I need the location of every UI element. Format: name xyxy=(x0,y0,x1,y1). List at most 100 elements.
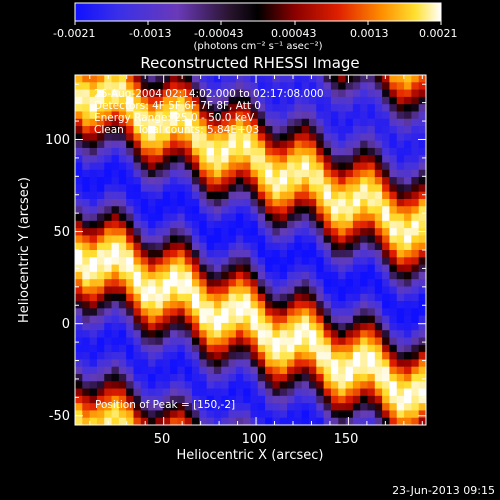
heatmap-cell xyxy=(338,417,347,425)
heatmap-cell xyxy=(235,279,244,288)
heatmap-cell xyxy=(265,308,274,317)
heatmap-cell xyxy=(257,111,266,120)
heatmap-cell xyxy=(184,118,193,127)
heatmap-cell xyxy=(140,373,149,382)
heatmap-cell xyxy=(382,388,391,397)
heatmap-cell xyxy=(75,147,83,156)
heatmap-cell xyxy=(177,198,186,207)
heatmap-cell xyxy=(104,344,113,353)
heatmap-cell xyxy=(265,82,274,91)
heatmap-cell xyxy=(140,177,149,185)
y-axis-label: Heliocentric Y (arcsec) xyxy=(17,177,32,323)
heatmap-cell xyxy=(396,228,405,237)
heatmap-cell xyxy=(257,344,266,353)
heatmap-cell xyxy=(111,271,120,280)
heatmap-cell xyxy=(396,235,405,244)
heatmap-cell xyxy=(272,228,281,237)
heatmap-cell xyxy=(184,147,193,156)
heatmap-cell xyxy=(411,198,420,207)
heatmap-cell xyxy=(235,111,244,120)
y-tick-label: 0 xyxy=(62,317,70,332)
heatmap-cell xyxy=(294,373,303,382)
heatmap-cell xyxy=(294,352,303,360)
heatmap-cell xyxy=(418,344,426,353)
heatmap-cell xyxy=(330,315,339,324)
heatmap-cell xyxy=(360,126,369,134)
x-tick-label: 50 xyxy=(154,432,171,447)
heatmap-cell xyxy=(82,155,91,164)
heatmap-cell xyxy=(250,184,259,193)
heatmap-cell xyxy=(184,410,193,419)
heatmap-cell xyxy=(367,169,376,178)
heatmap-cell xyxy=(287,366,295,375)
heatmap-cell xyxy=(82,308,91,317)
heatmap-cell xyxy=(287,257,295,266)
heatmap-cell xyxy=(104,330,113,339)
heatmap-cell xyxy=(170,242,178,251)
heatmap-cell xyxy=(235,410,244,419)
heatmap-cell xyxy=(389,337,398,346)
heatmap-cell xyxy=(338,75,347,83)
heatmap-cell xyxy=(118,82,127,91)
heatmap-cell xyxy=(301,126,310,134)
heatmap-cell xyxy=(184,133,193,142)
heatmap-cell xyxy=(265,140,274,149)
heatmap-cell xyxy=(199,169,208,178)
heatmap-cell xyxy=(104,220,113,229)
heatmap-cell xyxy=(228,126,237,134)
heatmap-cell xyxy=(126,417,135,425)
heatmap-cell xyxy=(382,286,391,295)
heatmap-cell xyxy=(404,96,412,105)
heatmap-cell xyxy=(118,104,127,113)
heatmap-cell xyxy=(374,191,383,200)
heatmap-cell xyxy=(111,228,120,237)
heatmap-cell xyxy=(345,373,354,382)
heatmap-cell xyxy=(287,373,295,382)
heatmap-cell xyxy=(352,169,361,178)
heatmap-cell xyxy=(294,191,303,200)
heatmap-cell xyxy=(323,169,332,178)
heatmap-cell xyxy=(309,403,317,412)
heatmap-cell xyxy=(265,162,274,171)
heatmap-cell xyxy=(374,403,383,412)
heatmap-cell xyxy=(89,162,98,171)
heatmap-cell xyxy=(323,403,332,412)
heatmap-cell xyxy=(345,279,354,288)
heatmap-cell xyxy=(213,308,222,317)
heatmap-cell xyxy=(213,213,222,222)
heatmap-cell xyxy=(279,271,288,280)
heatmap-cell xyxy=(75,359,83,368)
heatmap-cell xyxy=(162,286,171,295)
heatmap-cell xyxy=(75,279,83,288)
heatmap-cell xyxy=(199,133,208,142)
heatmap-cell xyxy=(367,184,376,193)
heatmap-cell xyxy=(192,286,200,295)
heatmap-cell xyxy=(382,395,391,404)
heatmap-cell xyxy=(309,381,317,390)
heatmap-cell xyxy=(345,301,354,309)
heatmap-cell xyxy=(294,293,303,302)
heatmap-cell xyxy=(235,417,244,425)
heatmap-cell xyxy=(301,75,310,83)
heatmap-cell xyxy=(418,330,426,339)
heatmap-cell xyxy=(411,410,420,419)
heatmap-cell xyxy=(213,373,222,382)
heatmap-cell xyxy=(265,191,274,200)
heatmap-cell xyxy=(140,89,149,98)
heatmap-cell xyxy=(199,403,208,412)
heatmap-cell xyxy=(396,133,405,142)
heatmap-cell xyxy=(411,293,420,302)
heatmap-cell xyxy=(170,191,178,200)
heatmap-cell xyxy=(323,322,332,331)
heatmap-cell xyxy=(418,126,426,134)
heatmap-cell xyxy=(221,359,230,368)
heatmap-cell xyxy=(162,250,171,258)
heatmap-cell xyxy=(75,330,83,339)
heatmap-cell xyxy=(411,242,420,251)
heatmap-cell xyxy=(309,308,317,317)
heatmap-cell xyxy=(272,169,281,178)
heatmap-cell xyxy=(177,147,186,156)
heatmap-cell xyxy=(294,140,303,149)
heatmap-cell xyxy=(360,118,369,127)
